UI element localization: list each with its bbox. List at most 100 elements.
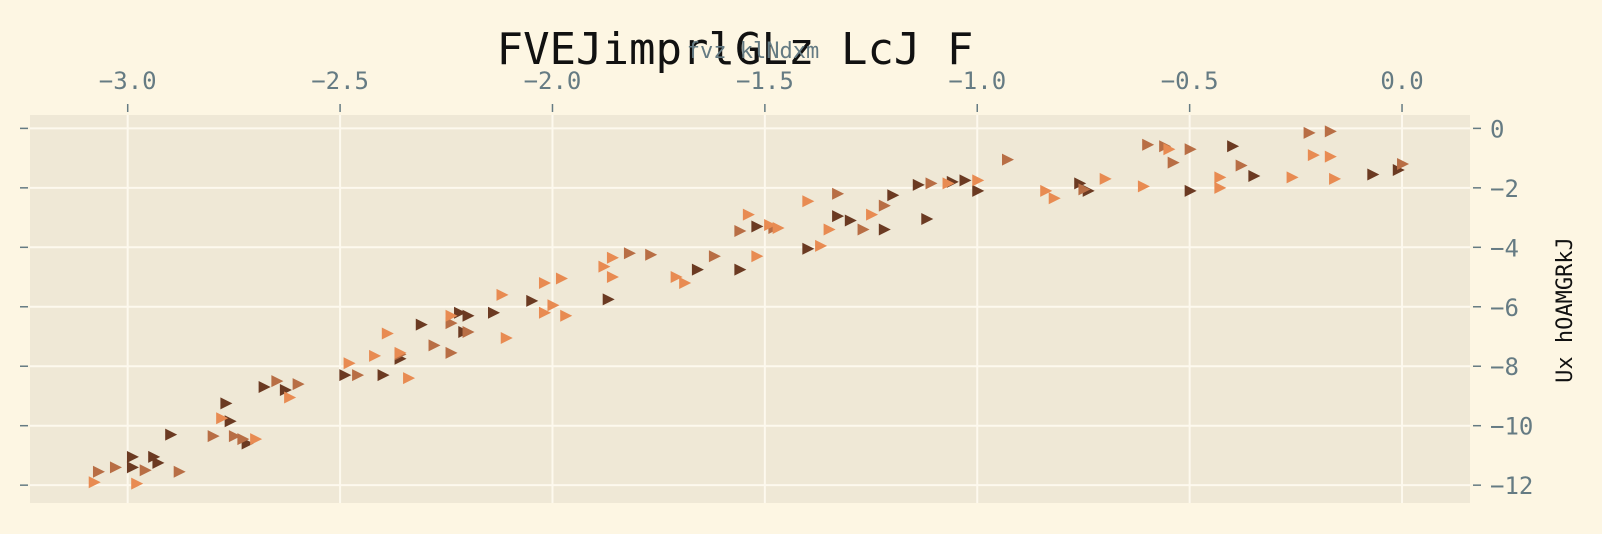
data-point-series-2 bbox=[857, 223, 870, 236]
data-point-series-3 bbox=[547, 299, 560, 312]
x-tick-label: 0.0 bbox=[1380, 67, 1423, 95]
data-point-series-1 bbox=[126, 461, 139, 474]
x-tick-label: −2.5 bbox=[311, 67, 369, 95]
data-point-series-1 bbox=[148, 450, 161, 463]
data-point-series-3 bbox=[381, 327, 394, 340]
data-point-series-1 bbox=[526, 294, 539, 307]
data-point-series-1 bbox=[415, 318, 428, 331]
data-point-series-1 bbox=[887, 189, 900, 202]
y-axis-label: Ux hOAMGRkJ bbox=[1553, 237, 1578, 383]
data-point-series-3 bbox=[606, 271, 619, 284]
data-point-series-2 bbox=[734, 224, 747, 237]
data-point-series-2 bbox=[173, 465, 186, 478]
data-point-series-2 bbox=[445, 346, 458, 359]
data-point-series-1 bbox=[878, 223, 891, 236]
data-point-series-1 bbox=[1227, 140, 1240, 153]
data-point-series-2 bbox=[271, 375, 284, 388]
plot-area bbox=[30, 115, 1470, 503]
data-point-series-3 bbox=[815, 239, 828, 252]
data-point-series-1 bbox=[832, 210, 845, 223]
data-point-series-2 bbox=[832, 187, 845, 200]
data-point-series-2 bbox=[708, 250, 721, 263]
data-point-series-3 bbox=[343, 357, 356, 370]
data-point-series-3 bbox=[1163, 143, 1176, 156]
data-point-series-3 bbox=[866, 208, 879, 221]
data-point-series-1 bbox=[1074, 177, 1087, 190]
x-tick-label: −1.5 bbox=[736, 67, 794, 95]
data-point-series-1 bbox=[279, 384, 292, 397]
data-point-series-1 bbox=[1367, 168, 1380, 181]
data-point-series-3 bbox=[1329, 172, 1342, 185]
data-point-series-2 bbox=[139, 464, 152, 477]
data-point-series-2 bbox=[462, 326, 475, 339]
data-point-series-2 bbox=[109, 461, 122, 474]
data-point-series-3 bbox=[496, 288, 509, 301]
data-point-series-3 bbox=[284, 391, 297, 404]
data-point-series-1 bbox=[258, 381, 271, 394]
data-point-series-1 bbox=[339, 369, 352, 382]
data-point-series-3 bbox=[1099, 172, 1112, 185]
data-point-series-1 bbox=[126, 450, 139, 463]
data-point-series-2 bbox=[1397, 158, 1410, 171]
x-tick-label: −0.5 bbox=[1161, 67, 1219, 95]
data-point-series-2 bbox=[207, 430, 220, 443]
data-point-series-3 bbox=[1214, 171, 1227, 184]
data-point-series-1 bbox=[462, 309, 475, 322]
data-point-series-2 bbox=[237, 433, 250, 446]
chart-title: FVEJimprlGLz LcJ F bbox=[497, 24, 974, 75]
data-point-series-3 bbox=[250, 433, 263, 446]
data-point-series-3 bbox=[131, 477, 144, 490]
x-tick-label: −2.0 bbox=[524, 67, 582, 95]
data-point-series-1 bbox=[921, 213, 934, 226]
data-point-series-3 bbox=[560, 309, 573, 322]
y-tick-label: −10 bbox=[1490, 413, 1533, 441]
data-point-series-1 bbox=[1184, 184, 1197, 197]
data-point-series-3 bbox=[538, 306, 551, 319]
data-points bbox=[88, 125, 1410, 490]
data-point-series-1 bbox=[377, 369, 390, 382]
data-point-series-1 bbox=[602, 293, 615, 306]
x-axis-label: fvz klNdxm bbox=[687, 39, 819, 64]
data-point-series-2 bbox=[292, 378, 305, 391]
data-point-series-3 bbox=[751, 250, 764, 263]
data-point-series-3 bbox=[1040, 184, 1053, 197]
data-point-series-2 bbox=[925, 177, 938, 190]
data-point-series-3 bbox=[538, 276, 551, 289]
data-point-series-2 bbox=[92, 465, 105, 478]
data-point-series-3 bbox=[942, 177, 955, 190]
data-point-series-3 bbox=[88, 476, 101, 489]
data-point-series-2 bbox=[1078, 183, 1091, 196]
data-point-series-2 bbox=[1235, 159, 1248, 172]
data-point-series-3 bbox=[216, 412, 229, 425]
y-tick-label: −6 bbox=[1490, 294, 1519, 322]
data-point-series-1 bbox=[691, 263, 704, 276]
data-point-series-3 bbox=[445, 309, 458, 322]
data-point-series-3 bbox=[403, 372, 416, 385]
data-point-series-3 bbox=[742, 208, 755, 221]
data-point-series-3 bbox=[500, 331, 513, 344]
data-point-series-3 bbox=[802, 195, 815, 208]
data-point-series-3 bbox=[1286, 171, 1299, 184]
data-point-series-3 bbox=[1324, 150, 1337, 163]
y-tick-label: −12 bbox=[1490, 472, 1533, 500]
data-point-series-1 bbox=[1392, 164, 1405, 177]
data-point-series-3 bbox=[972, 174, 985, 187]
data-point-series-3 bbox=[606, 251, 619, 264]
data-point-series-3 bbox=[598, 260, 611, 273]
data-point-series-3 bbox=[369, 349, 382, 362]
data-point-series-3 bbox=[1307, 149, 1320, 162]
data-point-series-1 bbox=[959, 174, 972, 187]
data-point-series-2 bbox=[1142, 138, 1155, 151]
data-point-series-2 bbox=[1303, 126, 1316, 139]
data-point-series-2 bbox=[228, 430, 241, 443]
data-point-series-1 bbox=[488, 306, 501, 319]
data-point-series-1 bbox=[152, 456, 165, 469]
data-point-series-2 bbox=[1167, 156, 1180, 169]
data-point-series-3 bbox=[772, 221, 785, 234]
data-point-series-2 bbox=[1001, 153, 1014, 166]
x-tick-label: −3.0 bbox=[99, 67, 157, 95]
data-point-series-2 bbox=[878, 199, 891, 212]
data-point-series-1 bbox=[802, 242, 815, 255]
data-point-series-3 bbox=[394, 346, 407, 359]
